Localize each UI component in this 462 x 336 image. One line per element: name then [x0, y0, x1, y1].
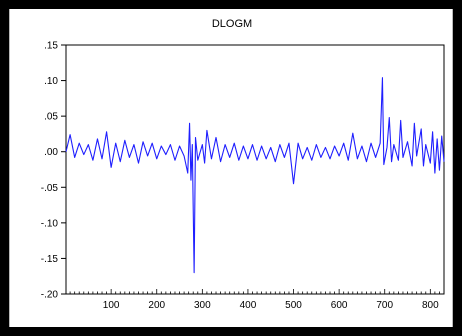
- x-axis: 100 200 300 400 500 600 700 800: [69, 289, 445, 311]
- x-tick-label: 700: [376, 300, 393, 311]
- series-layer: [65, 77, 445, 274]
- y-tick-label: -.15: [41, 254, 59, 265]
- y-tick-label: .15: [44, 41, 58, 52]
- plot-area: [65, 44, 445, 295]
- chart-svg: DLOGM .15 .10 .05 .00 -.05 -.10 -.15 -.20 100 20…: [41, 18, 445, 311]
- chart-panel: DLOGM .15 .10 .05 .00 -.05 -.10 -.15 -.20 100 20…: [9, 9, 453, 327]
- series-line-dlogm: [65, 77, 445, 274]
- y-tick-label: -.20: [41, 290, 59, 301]
- x-tick-label: 100: [103, 300, 120, 311]
- y-tick-label: .05: [44, 112, 58, 123]
- x-tick-label: 800: [422, 300, 439, 311]
- x-tick-label: 600: [331, 300, 348, 311]
- y-tick-label: -.05: [41, 183, 59, 194]
- y-tick-label: -.10: [41, 218, 59, 229]
- y-tick-label: .00: [44, 147, 58, 158]
- x-tick-label: 300: [194, 300, 211, 311]
- x-tick-label: 200: [148, 300, 165, 311]
- x-tick-label: 500: [285, 300, 302, 311]
- y-axis: .15 .10 .05 .00 -.05 -.10 -.15 -.20: [41, 41, 66, 301]
- y-tick-label: .10: [44, 76, 58, 87]
- x-tick-label: 400: [240, 300, 257, 311]
- chart-title: DLOGM: [212, 18, 252, 30]
